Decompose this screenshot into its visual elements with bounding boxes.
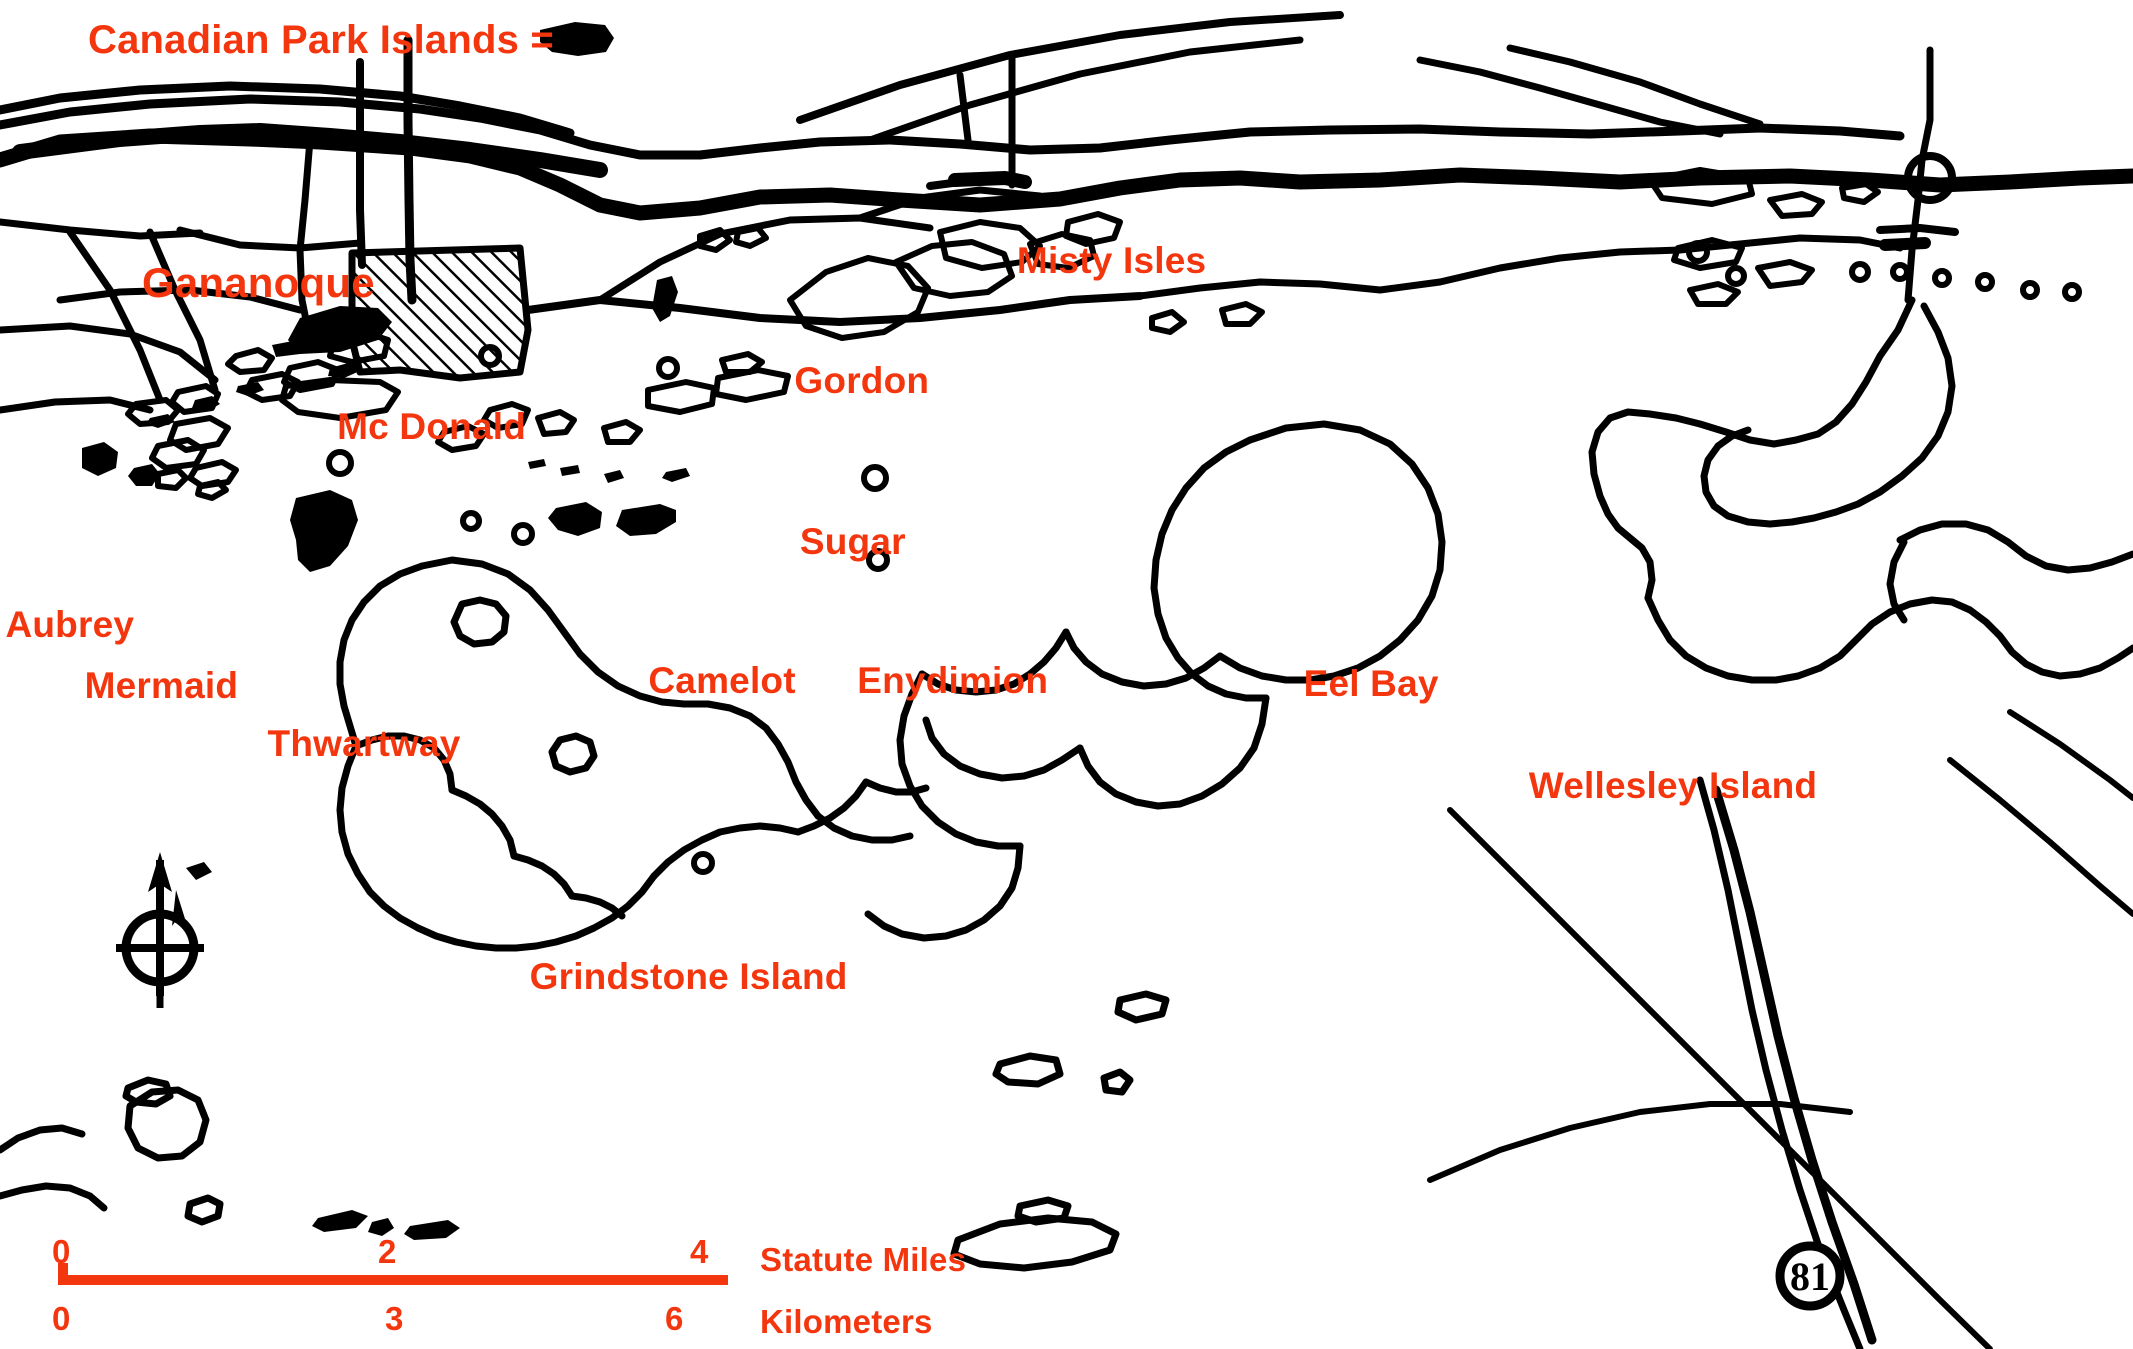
map-label-mermaid: Mermaid <box>84 665 239 707</box>
interstate-roads <box>1427 709 2133 1349</box>
mainland-shoreline <box>0 11 2133 414</box>
scale-miles-tick-4: 4 <box>690 1233 709 1270</box>
map-label-sugar: Sugar <box>799 520 906 562</box>
map-label-grindstone-island: Grindstone Island <box>529 956 848 998</box>
map-label-enydimion: Enydimion <box>857 660 1049 702</box>
scale-km-label: Kilometers <box>760 1303 933 1340</box>
scale-km-tick-3: 3 <box>385 1300 404 1337</box>
small-black-islets <box>312 1210 460 1240</box>
scale-miles-tick-0: 0 <box>52 1233 71 1270</box>
scale-km-tick-6: 6 <box>665 1300 684 1337</box>
map-label-gordon: Gordon <box>794 359 930 401</box>
island-outlines <box>0 167 2133 1272</box>
map-label-camelot: Camelot <box>648 660 796 702</box>
map-label-aubrey: Aubrey <box>5 604 135 646</box>
legend-text: Canadian Park Islands = <box>88 18 554 62</box>
scale-km-tick-0: 0 <box>52 1300 71 1337</box>
scale-miles-tick-2: 2 <box>378 1233 397 1270</box>
map-label-eel-bay: Eel Bay <box>1303 662 1439 704</box>
scale-bar-rule <box>58 1275 728 1285</box>
map-label-thwartway: Thwartway <box>267 722 461 764</box>
compass-rose <box>116 852 212 1008</box>
map-label-gananoque: Gananoque <box>141 259 375 307</box>
map-label-wellesley-island: Wellesley Island <box>1528 765 1818 807</box>
map-label-mc-donald: Mc Donald <box>337 406 527 448</box>
map-label-misty-isles: Misty Isles <box>1016 239 1207 281</box>
park-island-shapes <box>82 22 690 572</box>
scale-bar-end-tick <box>58 1263 68 1285</box>
route-81-number: 81 <box>1790 1254 1830 1299</box>
scale-miles-label: Statute Miles <box>760 1241 967 1278</box>
